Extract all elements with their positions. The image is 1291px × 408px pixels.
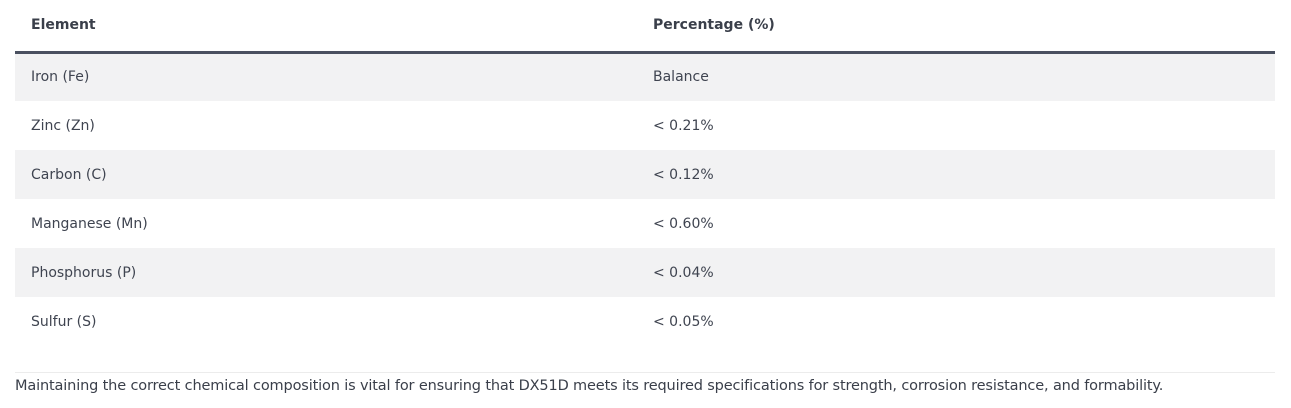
percentage-cell: < 0.21%: [637, 101, 1275, 150]
percentage-cell: < 0.12%: [637, 150, 1275, 199]
table-row: Carbon (C) < 0.12%: [15, 150, 1275, 199]
percentage-cell: Balance: [637, 52, 1275, 101]
header-element: Element: [15, 0, 637, 54]
element-cell: Zinc (Zn): [15, 101, 637, 150]
table-row: Manganese (Mn) < 0.60%: [15, 199, 1275, 248]
composition-table-wrapper: Element Percentage (%) Iron (Fe) Balance…: [15, 0, 1275, 346]
element-cell: Manganese (Mn): [15, 199, 637, 248]
element-cell: Sulfur (S): [15, 297, 637, 346]
table-header-row: Element Percentage (%): [15, 0, 1275, 54]
element-cell: Phosphorus (P): [15, 248, 637, 297]
element-cell: Iron (Fe): [15, 52, 637, 101]
percentage-cell: < 0.60%: [637, 199, 1275, 248]
section-divider: [15, 372, 1275, 373]
table-row: Sulfur (S) < 0.05%: [15, 297, 1275, 346]
percentage-cell: < 0.04%: [637, 248, 1275, 297]
composition-table: Element Percentage (%) Iron (Fe) Balance…: [15, 0, 1275, 346]
percentage-cell: < 0.05%: [637, 297, 1275, 346]
header-percentage: Percentage (%): [637, 0, 1275, 54]
element-cell: Carbon (C): [15, 150, 637, 199]
composition-note: Maintaining the correct chemical composi…: [15, 378, 1164, 394]
table-row: Zinc (Zn) < 0.21%: [15, 101, 1275, 150]
table-row: Phosphorus (P) < 0.04%: [15, 248, 1275, 297]
table-row: Iron (Fe) Balance: [15, 52, 1275, 101]
